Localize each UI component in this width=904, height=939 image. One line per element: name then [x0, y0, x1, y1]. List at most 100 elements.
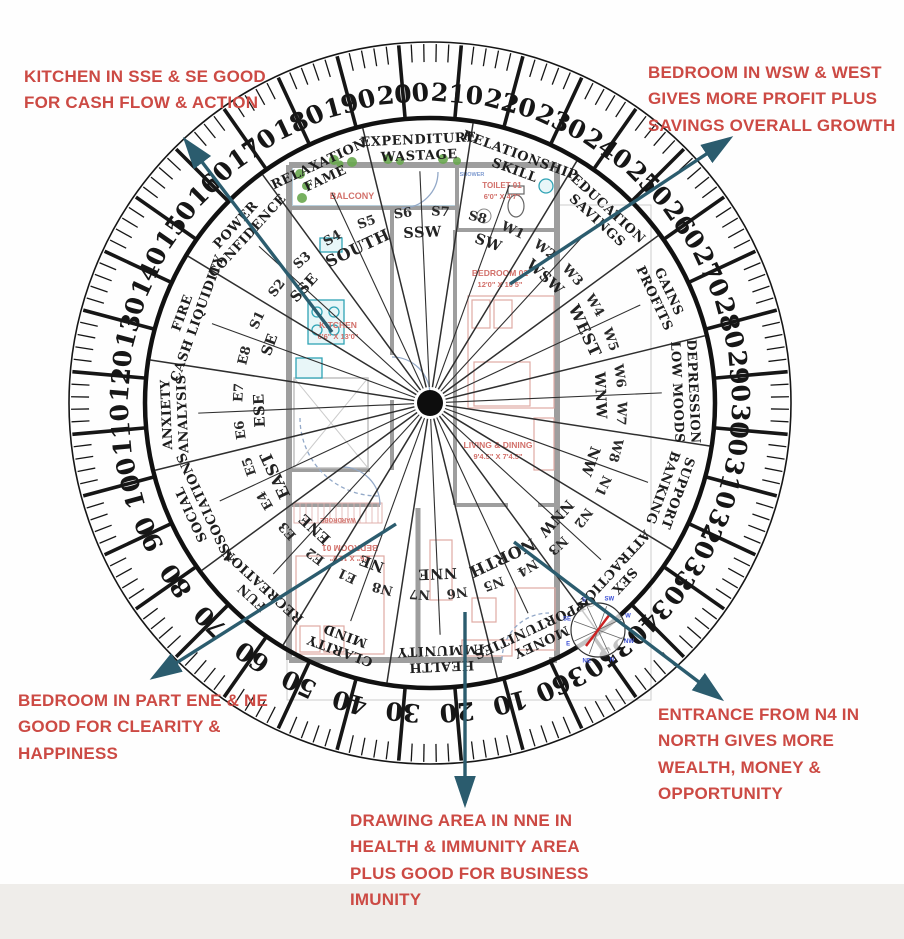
tick-mark — [762, 479, 780, 485]
degree-number: 300 — [722, 403, 755, 458]
annotation-entrance: ENTRANCE FROM N4 IN NORTH GIVES MORE WEA… — [658, 702, 859, 807]
tick-mark — [721, 217, 739, 228]
tick-mark — [768, 443, 787, 448]
annotation-line: GOOD FOR CLEARITY & — [18, 717, 221, 737]
annotation-kitchen: KITCHEN IN SSE & SE GOOD FOR CASH FLOW &… — [24, 64, 266, 117]
tick-mark — [733, 557, 751, 567]
radial-line — [198, 403, 415, 414]
subsector-label: W8 — [605, 436, 626, 464]
tick-mark — [631, 147, 686, 202]
annotation-line: IMUNITY — [350, 890, 422, 910]
annotation-line: BEDROOM IN WSW & WEST — [648, 63, 882, 82]
tick-mark — [755, 297, 774, 304]
annotation-line: KITCHEN IN SSE & SE GOOD — [24, 67, 266, 86]
radial-line — [445, 392, 662, 403]
radial-line — [445, 404, 710, 447]
tick-mark — [482, 48, 487, 67]
subsector-label: E6 — [232, 420, 250, 441]
direction-label: SSW — [403, 223, 442, 242]
plan-room-label: 6'6" X 13'0" — [318, 332, 359, 341]
subsector-label: W7 — [613, 400, 629, 425]
tick-mark — [150, 176, 166, 189]
tick-mark — [549, 76, 584, 144]
tick-mark — [605, 694, 616, 712]
tick-mark — [551, 67, 560, 85]
tick-mark — [373, 739, 378, 758]
tick-mark — [715, 369, 788, 380]
tick-mark — [715, 206, 732, 218]
radial-line — [350, 417, 426, 622]
tick-mark — [748, 273, 766, 282]
degree-number: 310 — [709, 454, 751, 512]
zone-label: ANALYSIS — [174, 374, 192, 454]
subsector-label: E7 — [231, 383, 247, 403]
tick-mark — [540, 63, 548, 81]
tick-mark — [348, 735, 354, 753]
annotation-line: WEALTH, MONEY & — [658, 757, 821, 777]
subsector-label: N5 — [481, 573, 506, 594]
radial-line — [211, 323, 416, 399]
tick-mark — [764, 467, 783, 473]
degree-number: 290 — [722, 349, 755, 404]
tick-mark — [727, 567, 745, 578]
radial-line — [445, 335, 706, 400]
tick-mark — [82, 475, 154, 498]
interior-walls — [289, 167, 557, 507]
tick-mark — [335, 55, 358, 127]
tick-mark — [348, 53, 354, 71]
annotation-line: GIVES MORE PROFIT PLUS — [648, 89, 878, 109]
tick-mark — [72, 426, 145, 437]
rose-letters: N NE E SE S SW W NW — [563, 597, 634, 665]
subsector-label: S1 — [247, 309, 268, 332]
tick-mark — [244, 694, 255, 712]
tick-mark — [447, 743, 450, 762]
tick-mark — [289, 716, 298, 734]
center-hub — [417, 390, 443, 416]
degree-number: 210 — [430, 77, 485, 110]
rose-letter: NW — [624, 639, 634, 645]
zone-label: HEALTH — [409, 657, 475, 675]
tick-mark — [562, 72, 571, 90]
tick-mark — [158, 166, 174, 180]
direction-label: SE — [258, 331, 282, 358]
radial-line — [201, 411, 418, 571]
tick-mark — [193, 659, 207, 675]
tick-mark — [653, 131, 667, 147]
tick-mark — [502, 679, 525, 751]
tick-mark — [770, 383, 789, 386]
tick-mark — [494, 50, 500, 69]
radial-line — [440, 231, 588, 392]
tick-mark — [312, 63, 320, 81]
arrow-kitchen — [182, 136, 334, 334]
radial-line — [436, 417, 529, 614]
tick-mark — [715, 588, 732, 600]
tick-mark — [244, 94, 255, 112]
tick-mark — [410, 44, 413, 63]
tick-mark — [529, 59, 536, 78]
annotation-line: HAPPINESS — [18, 743, 119, 763]
rose-letter: NE — [583, 659, 591, 665]
subsector-label: S7 — [431, 204, 450, 220]
outer-circle — [68, 41, 792, 765]
tick-mark — [706, 308, 778, 331]
radial-line — [154, 406, 415, 471]
tick-mark — [593, 107, 638, 169]
tick-mark — [694, 176, 710, 189]
subsector-label: S5 — [355, 213, 377, 233]
tick-mark — [115, 228, 133, 239]
tick-mark — [373, 48, 378, 67]
direction-label: ESE — [250, 393, 268, 428]
tick-mark — [82, 308, 154, 331]
tick-mark — [255, 88, 266, 106]
annotation-bedroom-west: BEDROOM IN WSW & WEST GIVES MORE PROFIT … — [648, 60, 895, 139]
tick-mark — [213, 115, 226, 132]
tick-mark — [664, 195, 726, 240]
tick-mark — [324, 59, 331, 78]
tick-mark — [71, 383, 90, 386]
tick-mark — [73, 443, 92, 448]
tick-mark — [233, 101, 245, 118]
tick-mark — [167, 157, 182, 171]
subsector-label: E5 — [240, 455, 260, 478]
tick-mark — [203, 123, 216, 139]
